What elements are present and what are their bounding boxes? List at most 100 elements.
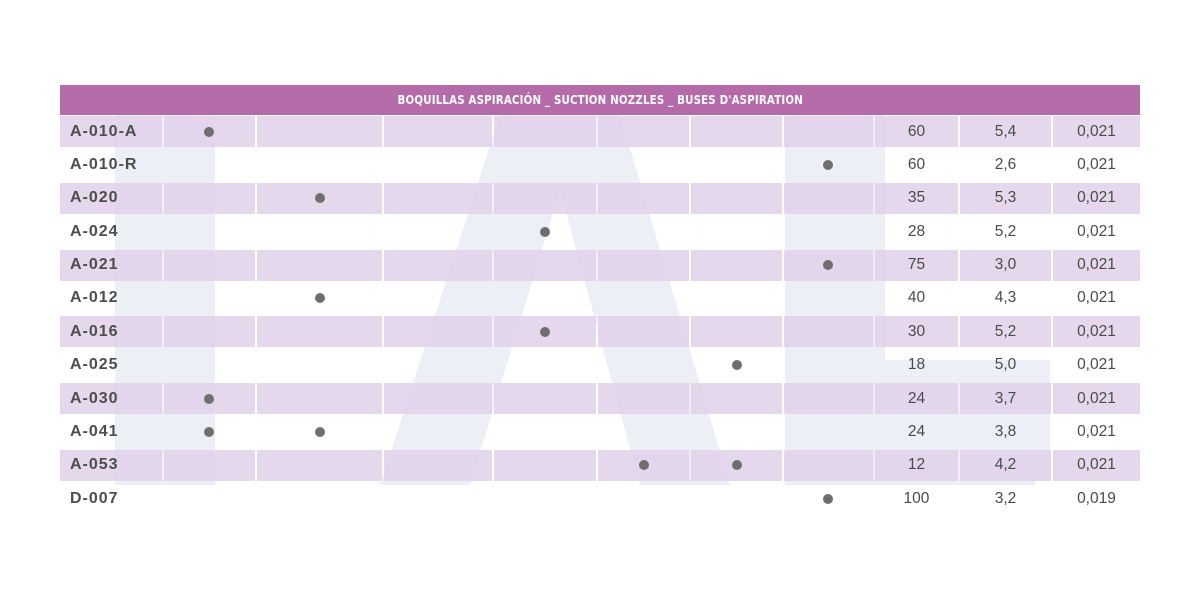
table-row: A-012 40 4,3 0,021 [60,282,1140,315]
table-title-text: BOQUILLAS ASPIRACIÓN _ SUCTION NOZZLES _… [397,92,803,107]
mark-cell [784,216,873,247]
mark-cell [257,350,383,381]
mark-cell [783,449,873,481]
value-cell-v2: 5,0 [994,356,1017,374]
nozzle-code: A-053 [60,449,162,481]
mark-cell [384,149,492,180]
value-cell-v3: 0,021 [1052,449,1140,481]
nozzle-code: A-025 [70,356,119,374]
nozzle-code: A-010-R [70,155,138,173]
bullet-icon [540,326,551,337]
mark-cell [164,216,255,247]
mark-cell [163,316,255,348]
mark-cell [598,350,689,381]
value-cell-v1: 100 [903,489,930,507]
value-cell-v1: 30 [874,316,959,348]
value-cell-v2: 5,4 [960,116,1051,147]
mark-cell [257,149,383,180]
value-cell-v2: 5,2 [994,222,1017,240]
mark-cell [598,449,690,481]
bullet-icon [638,460,649,471]
bullet-icon [314,293,325,304]
mark-cell [256,449,383,481]
mark-cell [691,449,782,481]
mark-cell [163,383,255,415]
mark-cell [384,283,492,314]
value-cell-v3: 0,021 [1077,423,1116,441]
value-cell-v2: 5,3 [960,182,1051,214]
value-cell-v1: 60 [907,155,926,173]
nozzle-table: BOQUILLAS ASPIRACIÓN _ SUCTION NOZZLES _… [60,85,1140,516]
nozzle-code: A-012 [70,289,119,307]
value-cell-v3: 0,021 [1077,289,1116,307]
mark-cell [163,182,255,214]
mark-cell [783,316,873,348]
mark-cell [164,483,255,514]
mark-cell [494,417,596,448]
bullet-icon [823,493,834,504]
mark-cell [598,182,690,214]
table-row: A-016 30 5,2 0,021 [60,315,1140,348]
mark-cell [691,316,782,348]
table-row: A-010-A 60 5,4 0,021 [60,115,1140,148]
mark-cell [384,383,493,415]
value-cell-v1: 24 [907,423,926,441]
mark-cell [494,116,597,147]
mark-cell [384,182,493,214]
mark-cell [494,249,597,281]
value-cell-v2: 3,8 [994,423,1017,441]
value-cell-v1: 18 [907,356,926,374]
table-row: A-010-R 60 2,6 0,021 [60,148,1140,181]
mark-cell [163,116,255,147]
value-cell-v2: 2,6 [994,155,1017,173]
bullet-icon [540,226,551,237]
mark-cell [598,417,689,448]
mark-cell [598,116,690,147]
bullet-icon [823,260,834,271]
mark-cell [163,449,255,481]
mark-cell [256,383,383,415]
value-cell-v1: 60 [874,116,959,147]
value-cell-v1: 28 [907,222,926,240]
mark-cell [784,283,873,314]
mark-cell [384,350,492,381]
nozzle-code: A-021 [60,249,162,281]
mark-cell [784,149,873,180]
value-cell-v2: 3,2 [994,489,1017,507]
mark-cell [784,483,873,514]
bullet-icon [204,126,215,137]
mark-cell [784,350,873,381]
bullet-icon [314,427,325,438]
mark-cell [691,149,782,180]
mark-cell [691,216,782,247]
table-row: A-020 35 5,3 0,021 [60,182,1140,215]
value-cell-v3: 0,021 [1052,249,1140,281]
value-cell-v2: 3,7 [960,383,1051,415]
mark-cell [164,417,255,448]
value-cell-v3: 0,019 [1077,489,1116,507]
value-cell-v2: 5,2 [960,316,1051,348]
table-title: BOQUILLAS ASPIRACIÓN _ SUCTION NOZZLES _… [60,85,1140,115]
mark-cell [691,350,782,381]
value-cell-v3: 0,021 [1077,155,1116,173]
value-cell-v3: 0,021 [1077,222,1116,240]
mark-cell [257,417,383,448]
mark-cell [691,483,782,514]
bullet-icon [204,393,215,404]
bullet-icon [823,159,834,170]
mark-cell [598,316,690,348]
value-cell-v1: 40 [907,289,926,307]
mark-cell [163,249,255,281]
value-cell-v1: 35 [874,182,959,214]
nozzle-code: D-007 [70,489,119,507]
mark-cell [783,249,873,281]
bullet-icon [204,427,215,438]
value-cell-v1: 24 [874,383,959,415]
mark-cell [784,417,873,448]
mark-cell [494,449,597,481]
bullet-icon [731,360,742,371]
mark-cell [494,383,597,415]
mark-cell [783,383,873,415]
table-row: A-024 28 5,2 0,021 [60,215,1140,248]
mark-cell [256,316,383,348]
